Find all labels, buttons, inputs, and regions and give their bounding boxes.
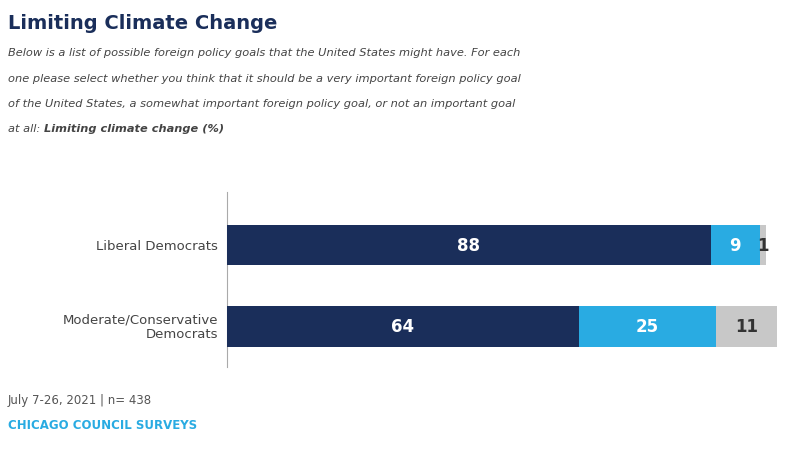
- Text: 1: 1: [757, 236, 769, 254]
- Bar: [227, 306, 578, 347]
- Text: CHICAGO COUNCIL SURVEYS: CHICAGO COUNCIL SURVEYS: [8, 419, 197, 431]
- Text: 9: 9: [730, 236, 741, 254]
- Text: of the United States, a somewhat important foreign policy goal, or not an import: of the United States, a somewhat importa…: [8, 99, 515, 109]
- Bar: [716, 306, 777, 347]
- Text: Limiting climate change (%): Limiting climate change (%): [44, 124, 224, 134]
- Text: Below is a list of possible foreign policy goals that the United States might ha: Below is a list of possible foreign poli…: [8, 48, 520, 58]
- Text: one please select whether you think that it should be a very important foreign p: one please select whether you think that…: [8, 73, 521, 84]
- Text: at all:: at all:: [8, 124, 44, 134]
- Bar: [710, 225, 760, 266]
- Bar: [760, 225, 765, 266]
- Text: 64: 64: [391, 318, 414, 336]
- Text: 88: 88: [457, 236, 480, 254]
- Text: 11: 11: [735, 318, 758, 336]
- Bar: [578, 306, 716, 347]
- Text: Limiting Climate Change: Limiting Climate Change: [8, 14, 277, 33]
- Bar: [227, 225, 710, 266]
- Text: 25: 25: [636, 318, 659, 336]
- Text: July 7-26, 2021 | n= 438: July 7-26, 2021 | n= 438: [8, 393, 152, 406]
